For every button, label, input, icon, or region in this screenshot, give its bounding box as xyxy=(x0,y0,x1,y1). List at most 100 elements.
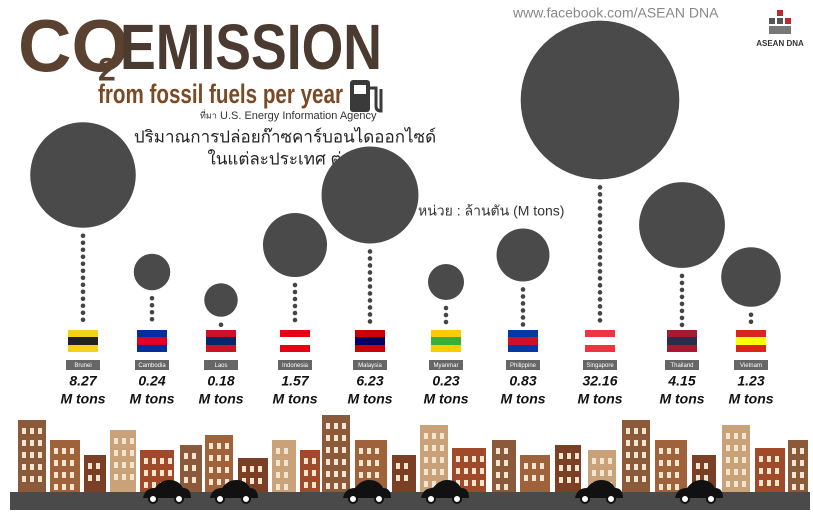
window xyxy=(367,472,371,478)
window xyxy=(704,463,708,469)
connector-dot xyxy=(680,323,685,328)
window xyxy=(22,428,26,434)
country-label: Singapore xyxy=(586,363,614,369)
connector-dot xyxy=(368,256,373,261)
window xyxy=(524,475,528,481)
connector-dot xyxy=(368,284,373,289)
window xyxy=(62,472,66,478)
unit-label: M tons xyxy=(272,391,317,407)
window xyxy=(592,458,596,464)
value-label: 4.15 xyxy=(667,373,695,389)
window xyxy=(634,428,638,434)
connector-dot xyxy=(598,269,603,274)
window xyxy=(258,466,262,472)
car-wheel xyxy=(607,495,615,503)
window xyxy=(70,460,74,466)
connector-dot xyxy=(598,304,603,309)
connector-dot xyxy=(368,312,373,317)
window xyxy=(472,456,476,462)
window xyxy=(675,484,679,490)
window xyxy=(130,438,134,444)
window xyxy=(608,458,612,464)
country-label: Indonesia xyxy=(282,363,309,369)
window xyxy=(152,458,156,464)
window xyxy=(30,428,34,434)
window xyxy=(404,463,408,469)
window xyxy=(775,468,779,474)
connector-dot xyxy=(81,275,86,280)
window xyxy=(667,448,671,454)
window xyxy=(496,484,500,490)
window xyxy=(342,423,346,429)
building xyxy=(180,445,202,492)
car-wheel xyxy=(427,495,435,503)
unit-label: M tons xyxy=(347,391,392,407)
window xyxy=(152,470,156,476)
window xyxy=(160,470,164,476)
window xyxy=(209,467,213,473)
country-label: Philippine xyxy=(510,363,537,369)
car-wheel xyxy=(216,495,224,503)
connector-dot xyxy=(598,262,603,267)
bubble xyxy=(322,147,419,244)
country-label: Brunei xyxy=(74,363,91,369)
window xyxy=(800,448,804,454)
connector-dot xyxy=(81,296,86,301)
connector-dot xyxy=(444,313,449,318)
connector-dot xyxy=(293,290,298,295)
window xyxy=(284,484,288,490)
window xyxy=(642,440,646,446)
unit-label: M tons xyxy=(577,391,622,407)
unit-label: M tons xyxy=(129,391,174,407)
window xyxy=(600,458,604,464)
flag-band xyxy=(667,337,697,345)
connector-dot xyxy=(368,277,373,282)
window xyxy=(480,468,484,474)
connector-dot xyxy=(680,316,685,321)
window xyxy=(532,475,536,481)
window xyxy=(217,479,221,485)
connector-dot xyxy=(81,282,86,287)
window xyxy=(359,472,363,478)
window xyxy=(792,460,796,466)
window xyxy=(54,460,58,466)
window xyxy=(642,476,646,482)
window xyxy=(304,458,308,464)
window xyxy=(767,456,771,462)
window xyxy=(168,470,172,476)
window xyxy=(114,450,118,456)
window xyxy=(22,440,26,446)
window xyxy=(432,433,436,439)
window xyxy=(284,472,288,478)
window xyxy=(634,452,638,458)
window xyxy=(464,456,468,462)
window xyxy=(567,477,571,483)
window xyxy=(342,483,346,489)
unit-label: M tons xyxy=(659,391,704,407)
connector-dot xyxy=(598,276,603,281)
window xyxy=(96,475,100,481)
connector-dot xyxy=(293,283,298,288)
connector-dot xyxy=(521,322,526,327)
country-label: Thailand xyxy=(670,363,693,369)
flag-band xyxy=(355,337,385,345)
connector-dot xyxy=(81,247,86,252)
country-label: Laos xyxy=(214,363,227,369)
window xyxy=(759,468,763,474)
window xyxy=(440,469,444,475)
connector-dot xyxy=(81,240,86,245)
unit-note: หน่วย : ล้านตัน (M tons) xyxy=(418,203,564,219)
window xyxy=(225,455,229,461)
window xyxy=(532,463,536,469)
window xyxy=(38,464,42,470)
window xyxy=(54,472,58,478)
car-wheel xyxy=(349,495,357,503)
window xyxy=(759,480,763,486)
window xyxy=(70,484,74,490)
value-label: 0.83 xyxy=(509,373,536,389)
window xyxy=(144,482,148,488)
building xyxy=(520,455,550,492)
connector-dot xyxy=(598,199,603,204)
unit-label: M tons xyxy=(500,391,545,407)
connector-dot xyxy=(368,291,373,296)
